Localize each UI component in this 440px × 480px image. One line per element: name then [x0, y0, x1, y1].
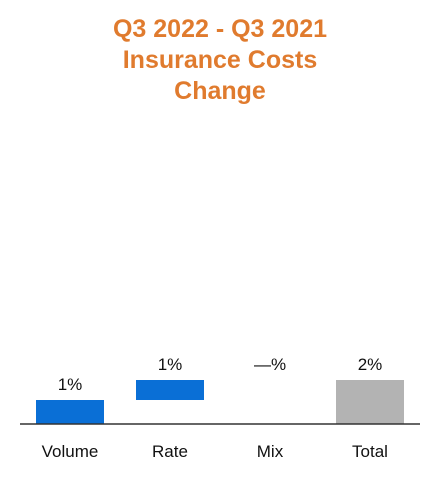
tick-label-total: Total: [352, 442, 388, 461]
chart-title: Q3 2022 - Q3 2021 Insurance Costs Change: [0, 14, 440, 107]
chart-title-line-1: Q3 2022 - Q3 2021: [112, 15, 328, 43]
bar-volume: [36, 400, 104, 424]
data-label-group: 1% 1% —% 2%: [58, 355, 383, 394]
tick-label-mix: Mix: [257, 442, 284, 461]
tick-label-rate: Rate: [152, 442, 188, 461]
data-label-total: 2%: [358, 355, 383, 374]
bar-group: [36, 380, 404, 424]
bar-total: [336, 380, 404, 424]
bar-rate: [136, 380, 204, 400]
data-label-volume: 1%: [58, 375, 83, 394]
data-label-mix: —%: [254, 355, 286, 374]
tick-label-group: Volume Rate Mix Total: [42, 442, 388, 461]
chart-title-line-3: Change: [174, 77, 266, 105]
chart-title-line-2: Insurance Costs: [122, 46, 318, 74]
data-label-rate: 1%: [158, 355, 183, 374]
tick-label-volume: Volume: [42, 442, 99, 461]
